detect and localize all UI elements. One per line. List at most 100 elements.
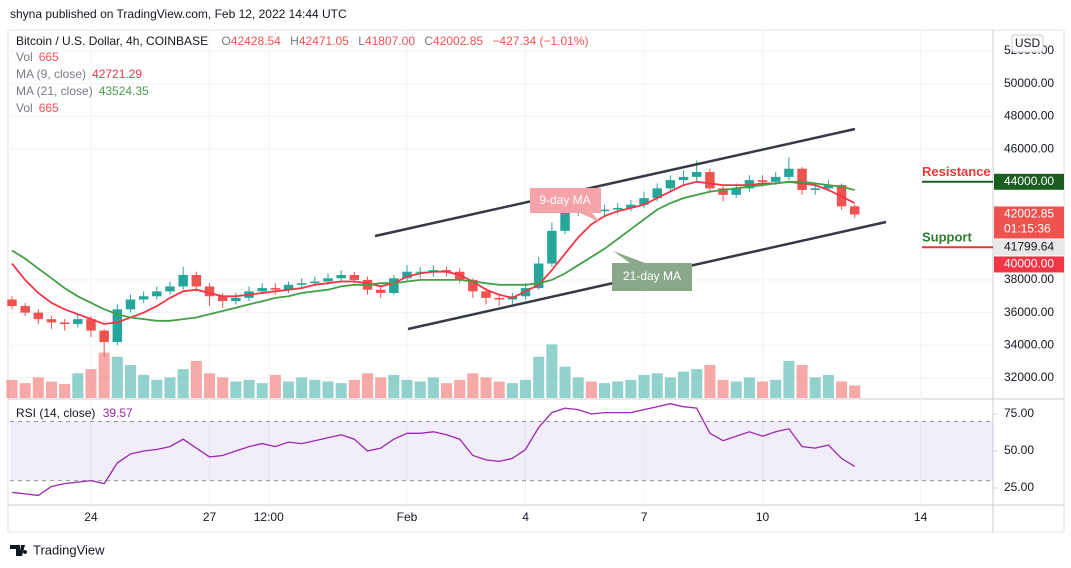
levels: Resistance Support 44000.00 42002.8501:15:3… bbox=[922, 164, 1064, 273]
volume-bar bbox=[151, 379, 163, 398]
candle-body bbox=[533, 263, 544, 289]
upper-trendline bbox=[374, 127, 856, 238]
frame bbox=[7, 29, 1065, 533]
candle-body bbox=[46, 319, 57, 323]
candle-body bbox=[138, 296, 149, 300]
candle-body bbox=[20, 306, 30, 313]
volume-bar bbox=[348, 379, 360, 398]
candle-body bbox=[375, 289, 386, 293]
volume-bar bbox=[625, 379, 637, 398]
rsi-tick-label: 75.00 bbox=[1004, 406, 1034, 420]
volume-bar bbox=[638, 374, 650, 398]
candle-body bbox=[7, 299, 17, 307]
candle-body bbox=[639, 198, 649, 205]
volume-bar bbox=[85, 369, 97, 398]
ohlc-value: 41807.00 bbox=[365, 34, 415, 48]
volume-bar bbox=[59, 383, 71, 398]
price-label: 41799.64 bbox=[1004, 240, 1054, 254]
y-tick-label: 36000.00 bbox=[1004, 305, 1054, 319]
volume-bar bbox=[717, 379, 729, 398]
volume-bar bbox=[98, 352, 110, 398]
indicator: MA (9, close) 42721.29 bbox=[16, 67, 142, 81]
price-label-box bbox=[994, 206, 1064, 239]
rsi-value: 39.57 bbox=[103, 406, 133, 420]
brand: TradingView bbox=[10, 542, 105, 557]
x-tick-label: 10 bbox=[756, 510, 770, 524]
y-tick-label: 46000.00 bbox=[1004, 141, 1054, 155]
candle-body bbox=[270, 288, 281, 290]
candle-body bbox=[283, 284, 294, 290]
candle-body bbox=[349, 274, 360, 280]
volume-bar bbox=[401, 379, 413, 398]
indicator-value: 43524.35 bbox=[99, 84, 149, 98]
callout-box bbox=[612, 251, 692, 291]
x-tick-label: 24 bbox=[84, 510, 98, 524]
symbol: Bitcoin / U.S. Dollar, 4h, COINBASE bbox=[16, 34, 208, 48]
volume-bar bbox=[651, 373, 663, 398]
volume-bar bbox=[361, 373, 374, 398]
candle-body bbox=[849, 206, 860, 215]
volume-bar bbox=[533, 356, 545, 398]
volume-bar bbox=[691, 369, 703, 398]
rsi-name: RSI (14, close) bbox=[16, 406, 95, 420]
symbol-legend: Bitcoin / U.S. Dollar, 4h, COINBASE O424… bbox=[16, 34, 589, 48]
indicator-name: Vol bbox=[16, 50, 33, 64]
y-tick-label: 48000.00 bbox=[1004, 109, 1054, 123]
price-label: 44000.00 bbox=[1004, 174, 1054, 188]
volume-bar bbox=[335, 383, 347, 398]
candle-body bbox=[718, 188, 728, 195]
candle-body bbox=[560, 212, 570, 231]
ohlc-label: C bbox=[424, 34, 433, 48]
indicator-name: MA (9, close) bbox=[16, 67, 86, 81]
candle-body bbox=[810, 188, 820, 190]
candle-body bbox=[73, 319, 83, 325]
indicator-value: 665 bbox=[39, 101, 59, 115]
candle-body bbox=[770, 176, 781, 182]
currency-button[interactable] bbox=[1011, 34, 1044, 53]
candle-body bbox=[626, 204, 636, 208]
candle-body bbox=[731, 188, 741, 195]
volume-bar bbox=[849, 385, 861, 398]
candle-body bbox=[336, 274, 346, 279]
volume-bar bbox=[559, 366, 571, 398]
rsi-band bbox=[10, 421, 993, 481]
candle-body bbox=[191, 274, 202, 287]
volume-bar bbox=[427, 377, 439, 398]
candle-body bbox=[125, 299, 136, 310]
volume-bar bbox=[375, 377, 387, 398]
price-label-box bbox=[994, 239, 1064, 256]
candle-body bbox=[178, 274, 188, 287]
volume-bar bbox=[72, 373, 84, 398]
volume-bar bbox=[546, 344, 558, 398]
indicator: Vol 665 bbox=[16, 101, 59, 115]
volume-bar bbox=[296, 377, 308, 398]
volume-bar bbox=[164, 377, 176, 398]
candle-body bbox=[415, 271, 425, 273]
volume-bar bbox=[322, 381, 334, 398]
candle-body bbox=[705, 171, 715, 189]
volume-bar bbox=[309, 379, 321, 398]
currency[interactable]: USD bbox=[1015, 36, 1041, 50]
candle-body bbox=[691, 171, 702, 177]
x-tick-label: 12:00 bbox=[254, 510, 284, 524]
volume-bar bbox=[572, 377, 584, 398]
volume-bar bbox=[612, 381, 624, 398]
volume bbox=[6, 344, 861, 398]
candle-body bbox=[323, 278, 333, 282]
volume-bar bbox=[743, 377, 755, 398]
y-tick-label: 32000.00 bbox=[1004, 370, 1054, 384]
volume-bar bbox=[493, 381, 505, 398]
volume-bar bbox=[783, 360, 795, 398]
ohlc-label: L bbox=[358, 34, 365, 48]
candle-body bbox=[231, 297, 241, 302]
volume-bar bbox=[678, 371, 690, 398]
volume-bar bbox=[111, 356, 123, 398]
volume-bar bbox=[599, 383, 611, 398]
candle-body bbox=[547, 230, 557, 264]
candle-body bbox=[86, 319, 96, 331]
brand-logo bbox=[10, 545, 28, 556]
volume-bar bbox=[664, 377, 676, 398]
rsi-tick-label: 25.00 bbox=[1004, 480, 1034, 494]
volume-bar bbox=[45, 381, 58, 398]
